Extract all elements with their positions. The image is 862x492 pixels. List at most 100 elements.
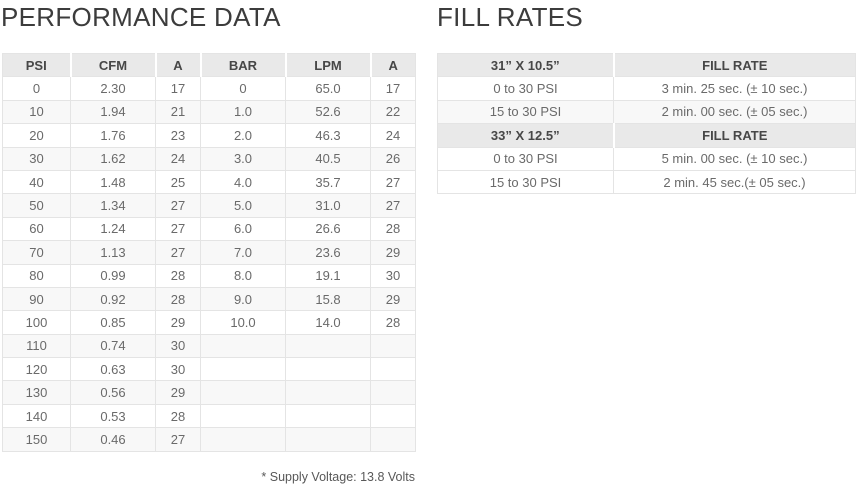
table-cell: 110	[2, 333, 71, 359]
table-cell	[370, 357, 416, 382]
table-cell: 0.53	[70, 403, 156, 429]
tire-size-header: 33” X 12.5”	[437, 123, 615, 148]
table-cell: 27	[370, 169, 416, 195]
table-cell: 19.1	[285, 263, 371, 288]
table-cell: 26.6	[285, 216, 371, 242]
table-cell: 120	[2, 357, 71, 382]
header-row: PSI CFM A BAR LPM A	[2, 52, 416, 78]
table-cell: 24	[370, 123, 416, 148]
psi-range-cell: 15 to 30 PSI	[437, 99, 614, 125]
table-cell: 24	[155, 146, 201, 171]
table-cell: 0.56	[70, 380, 156, 405]
table-cell: 2.30	[70, 76, 156, 101]
table-cell: 27	[155, 240, 201, 265]
table-row: 70 1.13 27 7.0 23.6 29	[2, 240, 416, 265]
table-cell	[200, 333, 286, 359]
performance-table: PSI CFM A BAR LPM A 0 2.30 17 0 65.0 17 10 1.94 21 1.0…	[2, 52, 416, 452]
table-cell: 29	[155, 380, 201, 405]
table-cell: 1.94	[70, 99, 156, 125]
performance-table-body: 0 2.30 17 0 65.0 17 10 1.94 21 1.0 52.6 22 20 1.76 23 2…	[2, 76, 416, 452]
table-row: 130 0.56 29	[2, 380, 416, 405]
table-row: 15 to 30 PSI 2 min. 00 sec. (± 05 sec.)	[437, 99, 856, 125]
fill-rate-cell: 2 min. 00 sec. (± 05 sec.)	[613, 99, 856, 125]
table-cell: 30	[2, 146, 71, 171]
table-cell: 65.0	[285, 76, 371, 101]
fill-rate-header: FILL RATE	[612, 123, 856, 148]
table-row: 110 0.74 30	[2, 333, 416, 359]
table-cell: 4.0	[200, 169, 286, 195]
table-row: 60 1.24 27 6.0 26.6 28	[2, 216, 416, 242]
table-cell: 21	[155, 99, 201, 125]
table-row: 0 to 30 PSI 3 min. 25 sec. (± 10 sec.)	[437, 76, 856, 101]
table-cell: 90	[2, 286, 71, 312]
table-cell	[200, 427, 286, 452]
table-cell: 9.0	[200, 286, 286, 312]
table-cell: 27	[155, 427, 201, 452]
table-cell: 20	[2, 123, 71, 148]
performance-table-header: PSI CFM A BAR LPM A	[2, 52, 416, 78]
table-cell	[285, 427, 371, 452]
table-row: 140 0.53 28	[2, 403, 416, 429]
table-cell	[370, 403, 416, 429]
table-row: 120 0.63 30	[2, 357, 416, 382]
column-header: BAR	[199, 52, 287, 78]
table-cell: 7.0	[200, 240, 286, 265]
table-cell: 6.0	[200, 216, 286, 242]
table-cell: 23.6	[285, 240, 371, 265]
table-row: 40 1.48 25 4.0 35.7 27	[2, 169, 416, 195]
table-cell: 1.48	[70, 169, 156, 195]
table-cell: 1.76	[70, 123, 156, 148]
table-row: 20 1.76 23 2.0 46.3 24	[2, 123, 416, 148]
table-row: 50 1.34 27 5.0 31.0 27	[2, 193, 416, 218]
table-cell: 10	[2, 99, 71, 125]
table-cell: 27	[155, 216, 201, 242]
column-header: A	[369, 52, 416, 78]
table-cell: 15.8	[285, 286, 371, 312]
table-row: 80 0.99 28 8.0 19.1 30	[2, 263, 416, 288]
table-row: 0 to 30 PSI 5 min. 00 sec. (± 10 sec.)	[437, 146, 856, 171]
table-cell: 100	[2, 310, 71, 335]
table-cell	[200, 380, 286, 405]
table-cell: 35.7	[285, 169, 371, 195]
table-cell: 22	[370, 99, 416, 125]
table-cell: 0.74	[70, 333, 156, 359]
psi-range-cell: 15 to 30 PSI	[437, 169, 614, 195]
table-cell: 1.13	[70, 240, 156, 265]
table-cell: 2.0	[200, 123, 286, 148]
table-cell: 0	[2, 76, 71, 101]
table-cell: 27	[370, 193, 416, 218]
performance-data-title: PERFORMANCE DATA	[1, 2, 281, 32]
table-cell: 40	[2, 169, 71, 195]
table-cell: 17	[155, 76, 201, 101]
table-cell: 150	[2, 427, 71, 452]
table-row: 0 2.30 17 0 65.0 17	[2, 76, 416, 101]
table-cell	[285, 380, 371, 405]
fill-rate-cell: 5 min. 00 sec. (± 10 sec.)	[613, 146, 856, 171]
table-cell: 0.46	[70, 427, 156, 452]
column-header: LPM	[284, 52, 372, 78]
table-cell: 10.0	[200, 310, 286, 335]
fill-rates-table: 31” X 10.5” FILL RATE 0 to 30 PSI 3 min. 25…	[437, 52, 856, 195]
table-cell: 23	[155, 123, 201, 148]
table-cell: 28	[155, 263, 201, 288]
table-cell: 14.0	[285, 310, 371, 335]
psi-range-cell: 0 to 30 PSI	[437, 76, 614, 101]
table-cell: 31.0	[285, 193, 371, 218]
table-cell: 30	[155, 333, 201, 359]
table-cell: 30	[155, 357, 201, 382]
table-cell	[285, 333, 371, 359]
table-row: 30 1.62 24 3.0 40.5 26	[2, 146, 416, 171]
table-cell	[370, 427, 416, 452]
fill-rate-cell: 2 min. 45 sec.(± 05 sec.)	[613, 169, 856, 195]
table-row: 90 0.92 28 9.0 15.8 29	[2, 286, 416, 312]
table-cell: 0.85	[70, 310, 156, 335]
table-cell: 25	[155, 169, 201, 195]
section-header-row: 31” X 10.5” FILL RATE	[437, 52, 856, 78]
table-cell: 28	[155, 286, 201, 312]
column-header: PSI	[2, 52, 72, 78]
fill-rates-table-body: 31” X 10.5” FILL RATE 0 to 30 PSI 3 min. 25…	[437, 52, 856, 195]
supply-voltage-footnote: * Supply Voltage: 13.8 Volts	[261, 470, 415, 484]
section-header-row: 33” X 12.5” FILL RATE	[437, 123, 856, 148]
table-cell: 0	[200, 76, 286, 101]
column-header: CFM	[69, 52, 157, 78]
